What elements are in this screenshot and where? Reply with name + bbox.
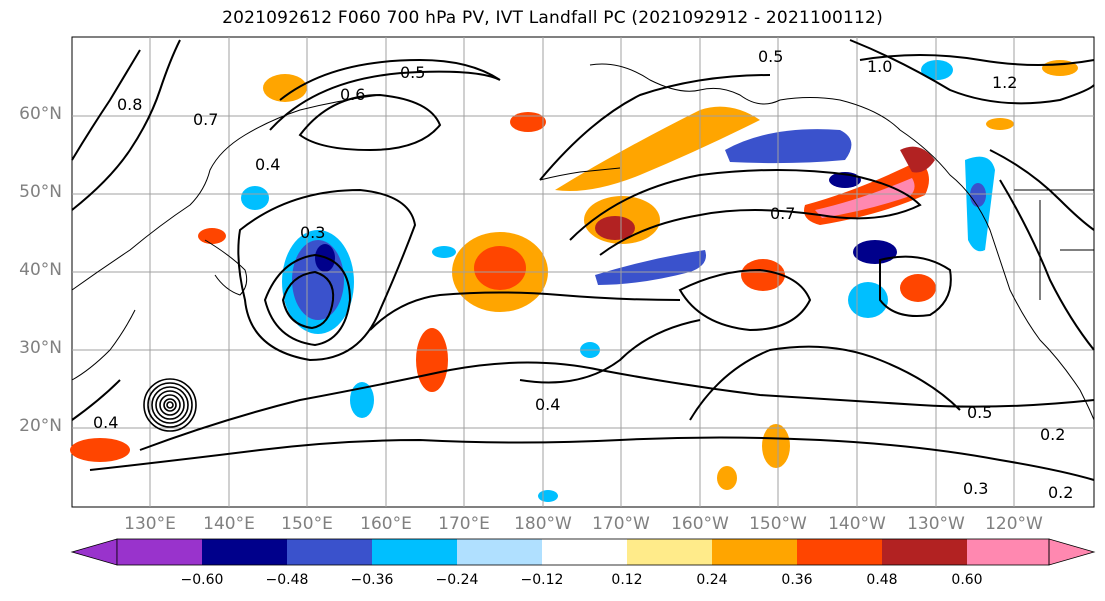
longitude-label: 130°E	[124, 514, 176, 534]
contour-label: 0.3	[300, 223, 325, 242]
latitude-label: 50°N	[19, 182, 62, 202]
contour-label: 0.3	[963, 479, 988, 498]
contour-label: 0.2	[1040, 425, 1065, 444]
longitude-label: 160°E	[360, 514, 412, 534]
map-title: 2021092612 F060 700 hPa PV, IVT Landfall…	[222, 8, 883, 28]
longitude-label: 170°E	[438, 514, 490, 534]
colorbar-tick-label: −0.48	[265, 572, 309, 588]
colorbar-segment	[457, 539, 542, 565]
colorbar-tick-label: −0.36	[350, 572, 394, 588]
colorbar-tick-label: 0.24	[696, 572, 728, 588]
colorbar-tick-label: 0.12	[611, 572, 643, 588]
colorbar-segment	[882, 539, 967, 565]
map-panel: 0.5 0.6 0.7 0.8 1.0 0.4 0.3 0.2 1.2 0.5 …	[70, 36, 1095, 508]
colorbar-segment	[967, 539, 1049, 565]
colorbar-segment	[627, 539, 712, 565]
contour-label: 0.5	[758, 47, 783, 66]
contour-label: 1.2	[992, 73, 1017, 92]
colorbar-segment	[542, 539, 627, 565]
contour-label: 0.2	[1048, 483, 1073, 502]
colorbar-segment	[1048, 538, 1096, 566]
contour-label: 0.5	[400, 63, 425, 82]
latitude-label: 40°N	[19, 260, 62, 280]
colorbar-tick-label: −0.24	[435, 572, 479, 588]
colorbar-tick-label: −0.60	[180, 572, 224, 588]
contour-label: 0.7	[193, 110, 218, 129]
longitude-label: 180°W	[514, 514, 572, 534]
colorbar-tick-label: −0.12	[520, 572, 564, 588]
graticule	[72, 37, 1094, 507]
colorbar-segment	[372, 539, 457, 565]
longitude-label: 170°W	[592, 514, 650, 534]
colorbar-segment	[712, 539, 797, 565]
latitude-label: 30°N	[19, 338, 62, 358]
contour-label: 0.7	[770, 204, 795, 223]
colorbar	[70, 538, 1096, 566]
colorbar-segment	[797, 539, 882, 565]
contour-lines	[71, 39, 1095, 481]
longitude-label: 150°W	[749, 514, 807, 534]
longitude-label: 140°W	[828, 514, 886, 534]
latitude-label: 60°N	[19, 104, 62, 124]
colorbar-segment	[70, 538, 118, 566]
longitude-label: 140°E	[203, 514, 255, 534]
contour-label: 0.5	[967, 403, 992, 422]
typhoon-contours	[143, 378, 197, 432]
colorbar-tick-label: 0.48	[866, 572, 898, 588]
longitude-label: 130°W	[907, 514, 965, 534]
longitude-label: 150°E	[281, 514, 333, 534]
contour-label: 0.4	[93, 413, 118, 432]
longitude-label: 120°W	[985, 514, 1043, 534]
colorbar-tick-label: 0.36	[781, 572, 813, 588]
contour-label: 0.8	[117, 95, 142, 114]
contour-label: 0.4	[535, 395, 560, 414]
contour-label-group: 0.5 0.6 0.7 0.8 1.0 0.4 0.3 0.2 1.2 0.5 …	[93, 47, 1073, 502]
contour-label: 0.4	[255, 155, 280, 174]
contour-label: 0.6	[340, 85, 365, 104]
colorbar-segment	[202, 539, 287, 565]
coastlines	[71, 63, 1095, 421]
latitude-label: 20°N	[19, 416, 62, 436]
colorbar-segment	[287, 539, 372, 565]
colorbar-tick-label: 0.60	[951, 572, 983, 588]
contour-label: 1.0	[867, 57, 892, 76]
longitude-label: 160°W	[671, 514, 729, 534]
colorbar-segment	[117, 539, 202, 565]
